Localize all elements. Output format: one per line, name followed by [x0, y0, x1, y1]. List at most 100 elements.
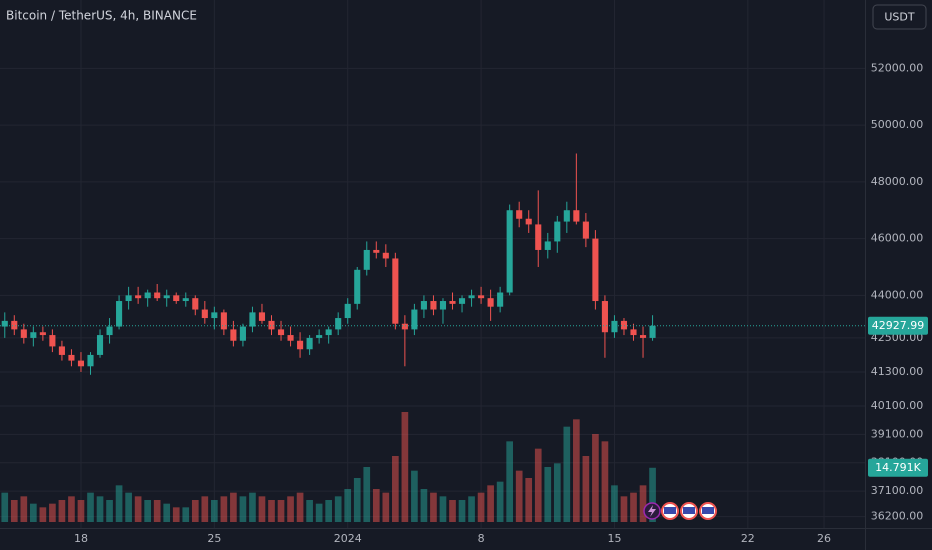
candle-body [68, 354, 75, 361]
candle-body [582, 221, 589, 239]
volume-bar [39, 507, 47, 522]
volume-bar [353, 478, 361, 522]
candle-body [382, 252, 389, 259]
currency-label[interactable]: USDT [884, 11, 915, 24]
price-tag [868, 316, 928, 335]
candle-body [77, 360, 85, 367]
volume-bar [268, 500, 275, 522]
volume-bar [277, 500, 285, 522]
volume-bar [191, 500, 199, 522]
candle-body [344, 303, 351, 319]
candle-body [125, 295, 132, 302]
candle-body [154, 292, 161, 299]
currency-button[interactable] [872, 4, 927, 30]
volume-bar [325, 500, 332, 522]
volume-bar [87, 492, 94, 522]
candle-body [306, 337, 313, 350]
volume-bar [334, 496, 342, 522]
volume-bar [230, 492, 237, 522]
volume-bar [630, 492, 637, 522]
volume-bar [439, 496, 447, 522]
y-tick-label: 52000.00 [871, 61, 924, 74]
volume-bar [573, 419, 580, 522]
candle-body [249, 312, 256, 327]
price-tag-label: 42927.99 [872, 319, 925, 332]
candle-body [401, 323, 408, 330]
volume-bar [601, 441, 609, 522]
volume-bar [125, 492, 132, 522]
candle-body [30, 332, 37, 338]
volume-bar [506, 441, 513, 522]
candle-body [116, 301, 123, 327]
volume-bar [296, 492, 304, 522]
volume-bar [239, 496, 247, 522]
y-tick-label: 44000.00 [871, 288, 924, 301]
candle-body [201, 309, 208, 319]
y-tick-label: 50000.00 [871, 118, 924, 131]
volume-bar [49, 503, 56, 522]
candle-body [611, 320, 618, 333]
volume-bar [10, 500, 18, 522]
volume-bar [620, 496, 628, 522]
candle-body [468, 295, 475, 299]
volume-bar [172, 507, 180, 522]
volume-bar [468, 496, 475, 522]
volume-bar [458, 500, 466, 522]
volume-bar [544, 467, 552, 522]
volume-bar [287, 496, 294, 522]
candle-body [239, 326, 246, 341]
volume-bar [163, 503, 171, 522]
candle-body [420, 301, 427, 310]
candle-body [192, 298, 199, 310]
volume-bar [96, 496, 104, 522]
candle-body [458, 298, 466, 304]
candle-body [58, 346, 65, 355]
x-tick-label: 15 [607, 532, 621, 545]
candle-body [144, 292, 151, 299]
candle-body [516, 210, 523, 219]
volume-bar [401, 412, 409, 522]
volume-bar [258, 496, 266, 522]
candle-body [268, 320, 275, 330]
candle-body [525, 218, 532, 225]
candle-body [277, 329, 285, 336]
flag [683, 507, 695, 514]
volume-bar [30, 503, 37, 522]
candle-body [411, 309, 418, 330]
candle-body [11, 320, 18, 330]
candle-body [173, 295, 180, 302]
volume-bar [487, 485, 494, 522]
candle-body [535, 224, 542, 250]
volume-bar [153, 500, 161, 522]
volume-bar [20, 496, 28, 522]
volume-bar [220, 496, 228, 522]
volume-bar [1, 492, 9, 522]
candle-body [478, 295, 485, 299]
volume-bar [306, 500, 313, 522]
candle-body [49, 335, 56, 347]
volume-bar [420, 489, 428, 522]
flag [702, 507, 714, 514]
volume-bar [430, 492, 437, 522]
volume-bar [449, 500, 456, 522]
candle-body [649, 325, 656, 338]
candle-body [487, 298, 494, 307]
candle-body [325, 329, 332, 336]
candle-body [316, 335, 323, 338]
x-tick-label: 2024 [334, 532, 362, 545]
candle-body [592, 238, 599, 302]
candle-body [258, 312, 266, 321]
lightning [648, 505, 656, 517]
x-tick-label: 25 [207, 532, 221, 545]
candle-body [506, 210, 513, 293]
candle-body [182, 298, 189, 302]
volume-bar [249, 492, 256, 522]
candle-body [449, 301, 456, 304]
candle-body [335, 318, 342, 330]
candle-body [630, 329, 637, 336]
volume-bar [392, 456, 399, 522]
volume-bar [182, 507, 190, 522]
volume-bar [553, 463, 561, 522]
volume-bar [515, 470, 523, 522]
volume-bar [477, 492, 485, 522]
